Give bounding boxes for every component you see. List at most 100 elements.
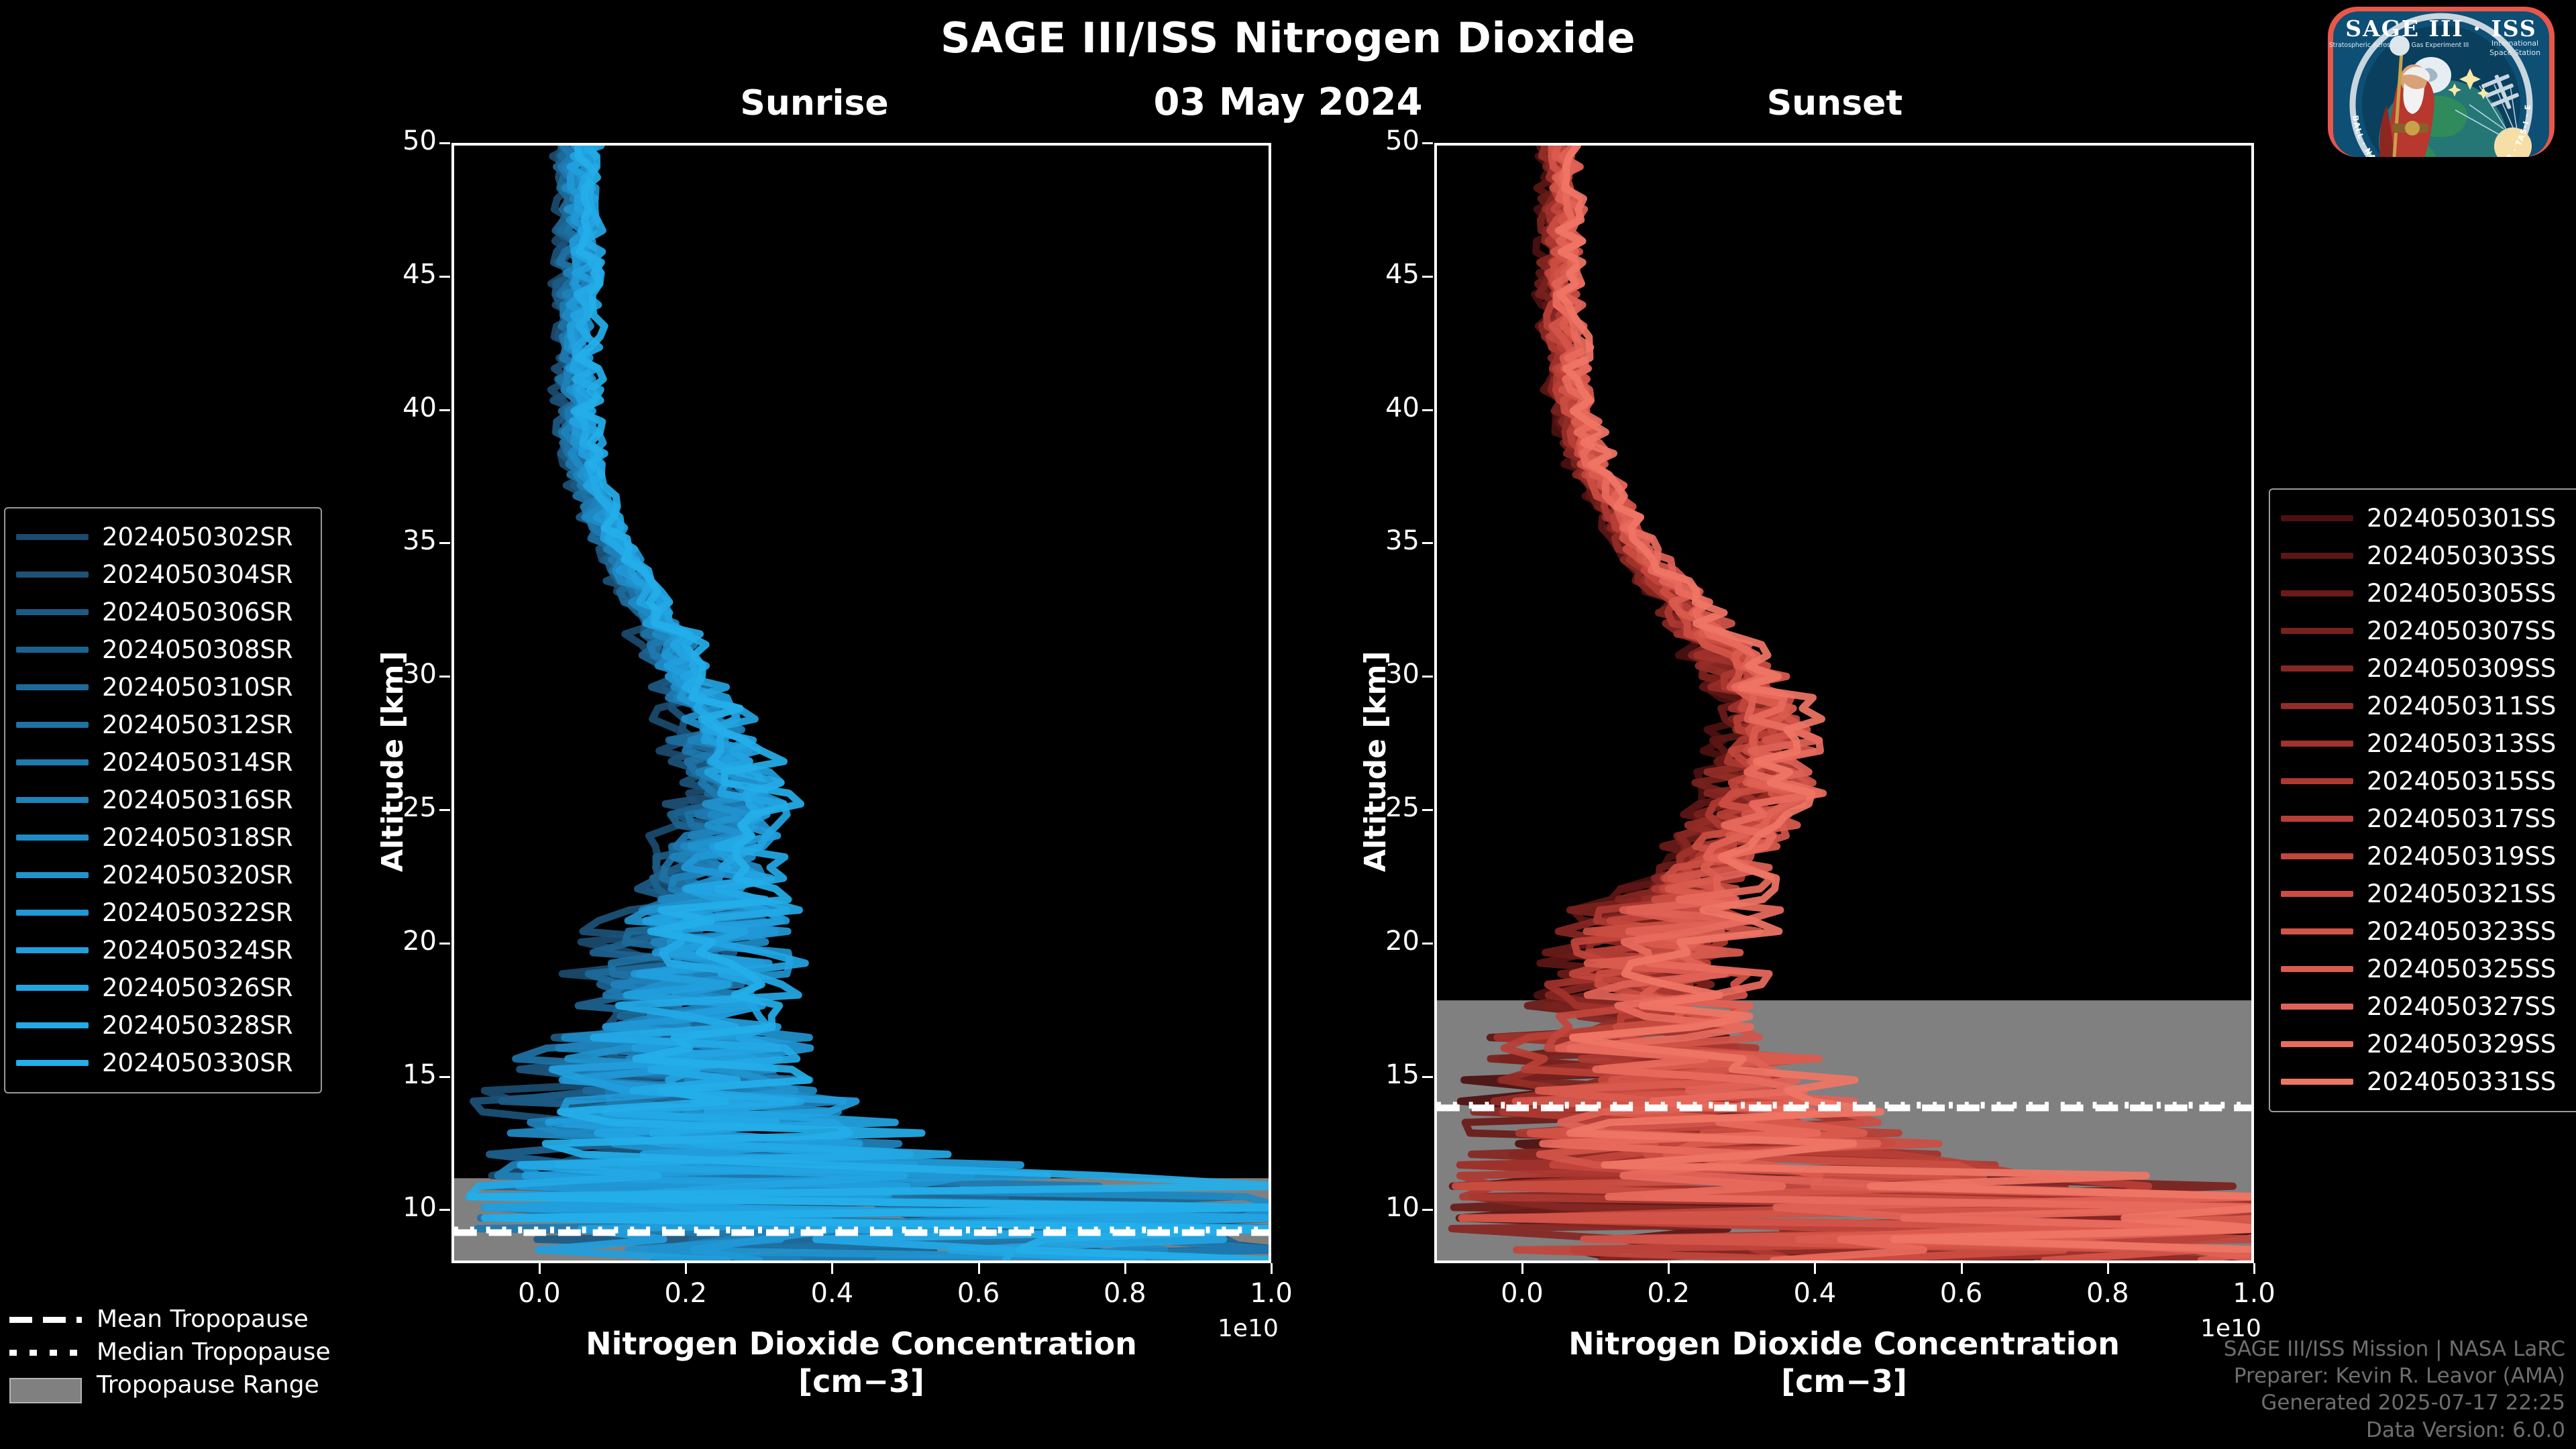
y-axis-tick-label: 40 — [1385, 392, 1419, 423]
x-axis-label-line1: Nitrogen Dioxide Concentration — [586, 1326, 1137, 1362]
legend-color-swatch — [2281, 965, 2353, 972]
dotted-line-icon — [9, 1344, 82, 1361]
legend-item-label: 2024050310SR — [102, 672, 293, 702]
y-axis-tick-label: 50 — [402, 125, 437, 156]
legend-item[interactable]: 2024050328SR — [16, 1006, 310, 1044]
y-axis-tick-mark — [1422, 142, 1433, 144]
panel-title-sunset: Sunset — [1766, 83, 1903, 123]
y-axis-tick-label: 50 — [1385, 125, 1419, 156]
y-axis-tick-mark — [439, 409, 450, 411]
x-axis-tick-mark — [1668, 1263, 1670, 1274]
y-axis-tick-mark — [439, 942, 450, 945]
legend-item[interactable]: 2024050325SS — [2281, 950, 2576, 987]
legend-item[interactable]: 2024050302SR — [16, 518, 310, 555]
x-axis-tick-label: 1.0 — [1250, 1278, 1293, 1309]
tropopause-key-label: Mean Tropopause — [97, 1305, 309, 1333]
legend-item-label: 2024050313SS — [2367, 729, 2557, 758]
legend-item[interactable]: 2024050320SR — [16, 856, 310, 894]
legend-item-label: 2024050309SS — [2367, 653, 2557, 683]
legend-color-swatch — [16, 796, 89, 803]
legend-item[interactable]: 2024050316SR — [16, 781, 310, 818]
page-title: SAGE III/ISS Nitrogen Dioxide — [940, 13, 1636, 62]
legend-color-swatch — [16, 533, 89, 540]
legend-item[interactable]: 2024050321SS — [2281, 875, 2576, 912]
legend-item[interactable]: 2024050303SS — [2281, 537, 2576, 574]
y-axis-tick-mark — [1422, 1209, 1433, 1212]
legend-item[interactable]: 2024050330SR — [16, 1044, 310, 1081]
legend-item-label: 2024050330SR — [102, 1048, 293, 1077]
legend-color-swatch — [2281, 1078, 2353, 1085]
legend-sunset[interactable]: 2024050301SS 2024050303SS 2024050305SS 2024… — [2269, 488, 2576, 1112]
credit-line-preparer: Preparer: Kevin R. Leavor (AMA) — [2233, 1364, 2565, 1389]
y-axis-label-sunrise: Altitude [km] — [376, 651, 410, 872]
legend-item[interactable]: 2024050310SR — [16, 668, 310, 706]
y-axis-tick-mark — [439, 275, 450, 278]
y-axis-tick-mark — [1422, 809, 1433, 812]
legend-item[interactable]: 2024050309SS — [2281, 649, 2576, 687]
legend-item-label: 2024050314SR — [102, 747, 293, 777]
legend-item[interactable]: 2024050318SR — [16, 818, 310, 856]
profile-line — [1554, 146, 2251, 1254]
legend-item-label: 2024050306SR — [102, 597, 293, 627]
legend-item-label: 2024050329SS — [2367, 1029, 2557, 1059]
legend-color-swatch — [2281, 627, 2353, 634]
legend-item[interactable]: 2024050315SS — [2281, 762, 2576, 800]
legend-item-label: 2024050323SS — [2367, 916, 2557, 946]
page-subtitle: 03 May 2024 — [1153, 80, 1423, 124]
legend-item-label: 2024050302SR — [102, 522, 293, 551]
legend-item[interactable]: 2024050305SS — [2281, 574, 2576, 612]
y-axis-tick-mark — [439, 809, 450, 812]
legend-item[interactable]: 2024050306SR — [16, 593, 310, 631]
y-axis-tick-mark — [1422, 1075, 1433, 1078]
legend-color-swatch — [16, 1022, 89, 1028]
x-axis-tick-mark — [1271, 1263, 1273, 1274]
y-axis-tick-label: 35 — [1385, 525, 1419, 557]
legend-item[interactable]: 2024050312SR — [16, 706, 310, 743]
legend-color-swatch — [2281, 702, 2353, 709]
y-axis-tick-mark — [1422, 275, 1433, 278]
legend-color-swatch — [2281, 890, 2353, 897]
y-axis-tick-label: 30 — [1385, 659, 1419, 690]
x-axis-tick-label: 0.6 — [1939, 1278, 1983, 1309]
legend-item[interactable]: 2024050331SS — [2281, 1063, 2576, 1100]
panel-title-sunrise: Sunrise — [740, 83, 889, 123]
legend-color-swatch — [2281, 1003, 2353, 1010]
legend-color-swatch — [2281, 552, 2353, 559]
y-axis-tick-mark — [1422, 409, 1433, 411]
legend-item[interactable]: 2024050324SR — [16, 931, 310, 969]
legend-item[interactable]: 2024050329SS — [2281, 1025, 2576, 1063]
logo-subtitle-right-1: International — [2491, 39, 2538, 48]
credit-line-version: Data Version: 6.0.0 — [2365, 1417, 2565, 1442]
legend-item[interactable]: 2024050314SR — [16, 743, 310, 781]
x-axis-tick-label: 0.2 — [1647, 1278, 1690, 1309]
x-axis-tick-mark — [977, 1263, 980, 1274]
tropopause-key-label: Median Tropopause — [97, 1338, 331, 1366]
legend-item[interactable]: 2024050301SS — [2281, 499, 2576, 537]
legend-item[interactable]: 2024050304SR — [16, 555, 310, 593]
legend-item-label: 2024050315SS — [2367, 766, 2557, 796]
legend-color-swatch — [2281, 740, 2353, 747]
y-axis-tick-label: 35 — [402, 525, 437, 557]
legend-item[interactable]: 2024050323SS — [2281, 912, 2576, 950]
legend-item[interactable]: 2024050307SS — [2281, 612, 2576, 649]
legend-color-swatch — [2281, 815, 2353, 822]
legend-color-swatch — [16, 684, 89, 690]
dashed-line-icon — [9, 1311, 82, 1328]
legend-item[interactable]: 2024050311SS — [2281, 687, 2576, 724]
legend-item[interactable]: 2024050326SR — [16, 969, 310, 1006]
legend-item[interactable]: 2024050322SR — [16, 894, 310, 931]
y-axis-tick-label: 15 — [402, 1059, 437, 1090]
x-axis-tick-mark — [1124, 1263, 1126, 1274]
credit-line-generated: Generated 2025-07-17 22:25 — [2261, 1391, 2565, 1415]
x-axis-tick-label: 0.2 — [664, 1278, 707, 1309]
legend-item[interactable]: 2024050319SS — [2281, 837, 2576, 875]
legend-sunrise[interactable]: 2024050302SR 2024050304SR 2024050306SR 2024… — [4, 507, 322, 1093]
legend-item[interactable]: 2024050313SS — [2281, 724, 2576, 762]
x-axis-label-line2: [cm−3] — [1781, 1363, 1907, 1400]
legend-item[interactable]: 2024050317SS — [2281, 800, 2576, 837]
x-axis-label-sunrise: Nitrogen Dioxide Concentration [cm−3] — [451, 1325, 1271, 1400]
profile-line — [480, 146, 1052, 1260]
legend-item-label: 2024050317SS — [2367, 804, 2557, 833]
legend-item[interactable]: 2024050308SR — [16, 631, 310, 668]
legend-item[interactable]: 2024050327SS — [2281, 987, 2576, 1025]
